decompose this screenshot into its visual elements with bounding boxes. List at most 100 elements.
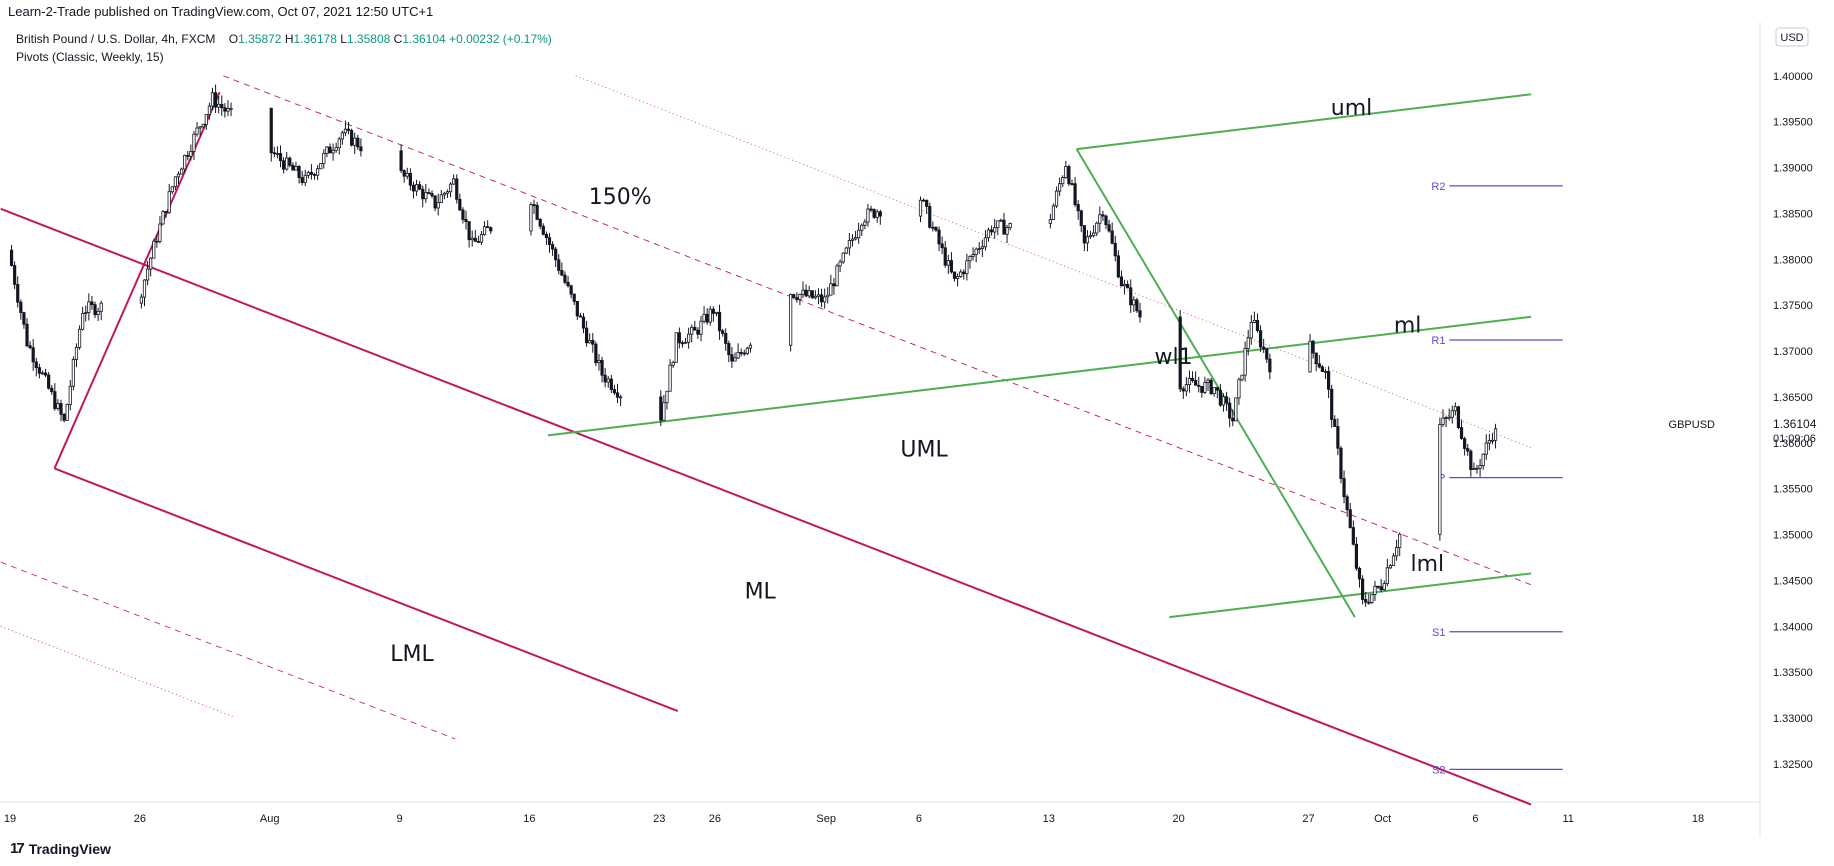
candle-body [22, 312, 26, 325]
change-value: +0.00232 (+0.17%) [449, 32, 552, 46]
candle-body [705, 313, 709, 323]
candle-body [183, 154, 187, 170]
candle-body [943, 247, 947, 266]
candle-body [819, 294, 824, 303]
candle-body [810, 290, 814, 299]
candle-body [309, 171, 314, 175]
candle-body [680, 342, 685, 345]
candle-body [727, 343, 731, 356]
tradingview-logo-icon: 17 [10, 840, 25, 857]
candle-body [1478, 465, 1482, 469]
candle-body [356, 137, 360, 148]
pitchfork-lower-dotted [0, 625, 233, 717]
candle-body [1215, 387, 1219, 391]
candle-body [9, 249, 14, 266]
footer-brand[interactable]: 17 TradingView [10, 840, 111, 857]
candle-body [288, 157, 292, 166]
candle-body [1178, 316, 1182, 390]
candle-body [1129, 287, 1133, 306]
candle-body [1079, 210, 1083, 227]
candle-body [823, 296, 827, 303]
candle-body [71, 359, 75, 387]
candle-body [84, 312, 88, 314]
candle-body [835, 265, 839, 287]
candle-body [229, 107, 233, 110]
price-axis[interactable]: USD 1.32500 1.33000 1.33500 1.34000 1.34500 1… [1773, 27, 1813, 771]
candle-body [730, 354, 734, 362]
indicator-legend[interactable]: Pivots (Classic, Weekly, 15) [16, 50, 164, 64]
candle-body [337, 138, 341, 149]
candle-body [1212, 387, 1216, 395]
instrument-title[interactable]: British Pound / U.S. Dollar, 4h, FXCM [16, 32, 216, 46]
candle-body [1364, 599, 1368, 603]
candle-body [47, 374, 51, 389]
candle-body [152, 240, 156, 259]
candle-body [1095, 222, 1099, 234]
candle-body [804, 289, 808, 297]
open-value: 1.35872 [238, 32, 282, 46]
high-label: H [284, 32, 294, 46]
currency-box[interactable] [1775, 27, 1809, 47]
candle-body [1113, 242, 1117, 257]
candle-body [325, 146, 329, 154]
candle-body [1308, 340, 1312, 373]
line-label-lml: lml [1411, 552, 1445, 577]
candle-body [869, 208, 873, 211]
candle-body [1438, 424, 1442, 535]
candle-body [807, 290, 811, 297]
candle-body [278, 153, 283, 162]
candle-body [999, 219, 1003, 222]
line-label-wl1: wl1 [1155, 345, 1193, 370]
candle-body [226, 108, 230, 112]
candle-body [721, 330, 725, 334]
candle-body [28, 345, 32, 349]
candle-body [946, 260, 950, 266]
candle-body [850, 238, 855, 241]
pitchfork-labels: uml ml wl1 lml 150% UML ML LML [390, 96, 1444, 667]
candle-body [350, 130, 354, 146]
candle-body [1348, 509, 1352, 528]
candle-body [467, 221, 471, 241]
candle-body [343, 128, 348, 134]
candle-body [968, 256, 972, 262]
candle-body [1311, 340, 1315, 354]
y-tick-label: 1.34500 [1773, 575, 1813, 587]
candle-body [458, 198, 462, 211]
candle-body [170, 186, 174, 193]
x-tick-label: 23 [653, 813, 665, 825]
candle-body [1187, 377, 1192, 385]
pivot-label-p: P [1438, 473, 1445, 485]
candle-body [201, 123, 205, 128]
y-tick-label: 1.36000 [1773, 438, 1813, 450]
candle-body [996, 220, 1000, 228]
candle-body [844, 247, 848, 254]
candle-body [1221, 396, 1226, 406]
candle-body [1459, 427, 1464, 440]
y-tick-label: 1.37500 [1773, 300, 1813, 312]
time-axis[interactable]: 19 26 Aug 9 16 23 26 Sep 6 13 20 27 Oct 6 11 18 [4, 813, 1704, 825]
candle-body [1354, 543, 1359, 569]
x-tick-label: 11 [1562, 813, 1573, 825]
candle-body [1456, 406, 1461, 428]
chart-canvas[interactable]: R2 R1 P S1 S2 uml ml wl1 lml 150% UML ML LML USD 1.… [0, 22, 1834, 838]
candle-body [1061, 177, 1065, 185]
candle-body [1450, 410, 1454, 418]
candle-body [1132, 299, 1136, 306]
candle-body [282, 160, 286, 170]
candle-body [696, 329, 700, 335]
pitchfork-uml-line [0, 207, 1532, 806]
instrument-legend: British Pound / U.S. Dollar, 4h, FXCM O1… [16, 32, 552, 46]
candle-body [461, 209, 465, 220]
candle-body [619, 396, 623, 399]
candle-body [1104, 215, 1108, 226]
candle-body [16, 284, 20, 303]
candle-body [59, 403, 63, 415]
candle-body [853, 237, 858, 240]
candle-body [1463, 438, 1467, 449]
candle-body [340, 132, 344, 140]
candle-body [213, 92, 218, 108]
candle-body [1088, 235, 1093, 238]
candle-body [1190, 377, 1195, 381]
candle-body [1051, 205, 1056, 220]
candle-body [1098, 214, 1102, 224]
